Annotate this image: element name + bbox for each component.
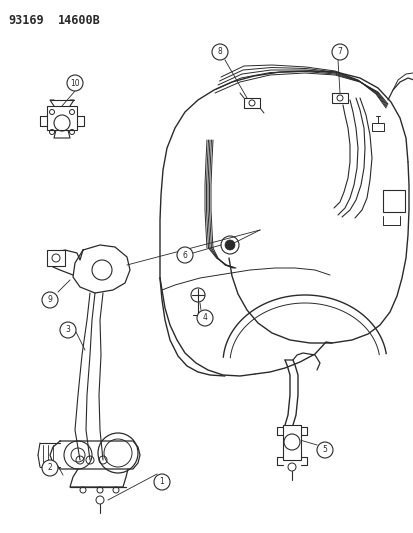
Circle shape: [197, 310, 212, 326]
Text: 3: 3: [65, 326, 70, 335]
Text: 14600B: 14600B: [58, 14, 100, 27]
Circle shape: [67, 75, 83, 91]
Text: 9: 9: [47, 295, 52, 304]
Circle shape: [42, 460, 58, 476]
Circle shape: [60, 322, 76, 338]
Text: 8: 8: [217, 47, 222, 56]
Circle shape: [316, 442, 332, 458]
Text: 1: 1: [159, 478, 164, 487]
Circle shape: [224, 240, 235, 250]
Circle shape: [154, 474, 170, 490]
Bar: [47, 106, 77, 130]
Bar: [371, 123, 383, 131]
Text: 10: 10: [70, 78, 80, 87]
Text: 5: 5: [322, 446, 327, 455]
Text: 6: 6: [182, 251, 187, 260]
Text: 2: 2: [47, 464, 52, 472]
Text: 7: 7: [337, 47, 342, 56]
Circle shape: [331, 44, 347, 60]
Circle shape: [177, 247, 192, 263]
Bar: [243, 98, 259, 108]
Bar: [47, 250, 65, 266]
Bar: [331, 93, 347, 103]
Bar: [382, 190, 404, 212]
Bar: [282, 425, 300, 460]
Circle shape: [42, 292, 58, 308]
Circle shape: [211, 44, 228, 60]
Text: 4: 4: [202, 313, 207, 322]
Text: 93169: 93169: [8, 14, 43, 27]
